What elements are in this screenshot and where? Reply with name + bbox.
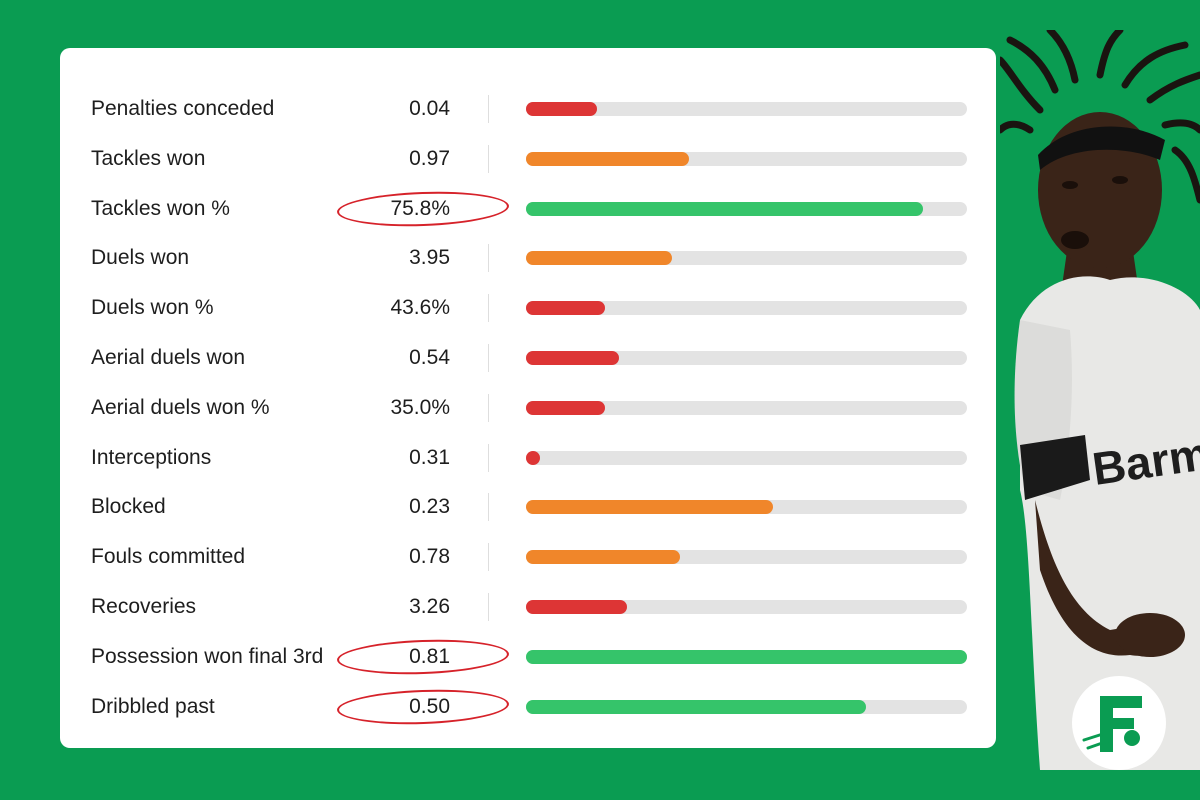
stat-row: Tackles won % 75.8% <box>60 184 996 234</box>
stat-row: Tackles won 0.97 <box>60 134 996 184</box>
brand-f-logo-icon <box>1072 676 1166 770</box>
metric-label: Fouls committed <box>91 545 246 569</box>
metric-value: 75.8% <box>390 196 450 220</box>
percentile-bar <box>526 699 866 714</box>
row-divider <box>488 493 489 522</box>
metric-label: Duels won % <box>91 296 214 320</box>
row-divider <box>488 443 489 472</box>
highlight-circle <box>336 636 510 677</box>
percentile-track <box>526 400 967 415</box>
percentile-track <box>526 699 967 714</box>
stat-row: Blocked 0.23 <box>60 482 996 532</box>
percentile-track <box>526 251 967 266</box>
stat-row: Recoveries 3.26 <box>60 582 996 632</box>
percentile-bar <box>526 201 923 216</box>
stat-row: Possession won final 3rd 0.81 <box>60 632 996 682</box>
percentile-bar <box>526 500 773 515</box>
metric-label: Penalties conceded <box>91 97 275 120</box>
metric-value: 3.26 <box>409 595 450 618</box>
percentile-bar <box>526 351 619 365</box>
percentile-bar <box>526 600 628 614</box>
metric-value: 35.0% <box>390 395 450 419</box>
row-divider <box>488 144 489 173</box>
metric-label: Duels won <box>91 246 190 270</box>
metric-value: 3.95 <box>409 246 450 270</box>
percentile-track <box>526 649 967 664</box>
metric-value: 0.81 <box>409 644 450 668</box>
percentile-track <box>526 500 967 515</box>
metric-value: 0.50 <box>409 694 450 718</box>
stat-row: Duels won 3.95 <box>60 233 996 283</box>
percentile-bar <box>526 400 606 415</box>
metric-label: Recoveries <box>91 595 197 618</box>
metric-label: Interceptions <box>91 445 212 469</box>
percentile-bar <box>526 301 606 316</box>
metric-value: 0.23 <box>409 495 450 519</box>
stats-card: Penalties conceded 0.04 Tackles won 0.97 Tac… <box>60 48 996 748</box>
metric-value: 0.31 <box>409 445 450 469</box>
percentile-bar <box>526 649 967 664</box>
row-divider <box>488 344 489 372</box>
percentile-track <box>526 550 967 565</box>
percentile-track <box>526 102 967 116</box>
metric-value: 0.97 <box>409 146 450 170</box>
metric-label: Dribbled past <box>91 694 215 718</box>
stat-row: Interceptions 0.31 <box>60 433 996 483</box>
percentile-bar <box>526 102 597 116</box>
row-divider <box>488 543 489 572</box>
highlight-circle <box>336 188 510 229</box>
stat-row: Duels won % 43.6% <box>60 283 996 333</box>
percentile-track <box>526 301 967 316</box>
row-divider <box>488 244 489 273</box>
percentile-bar <box>526 550 681 565</box>
metric-value: 0.04 <box>409 97 450 120</box>
percentile-track <box>526 351 967 365</box>
stat-row: Dribbled past 0.50 <box>60 682 996 732</box>
hair-dreadlocks <box>1000 30 1200 204</box>
row-divider <box>488 95 489 123</box>
row-divider <box>488 593 489 621</box>
percentile-bar <box>526 251 672 266</box>
highlight-circle <box>336 686 510 727</box>
stat-row: Aerial duels won 0.54 <box>60 333 996 383</box>
stat-row: Penalties conceded 0.04 <box>60 84 996 134</box>
percentile-bar <box>526 151 690 166</box>
metric-label: Blocked <box>91 495 166 519</box>
metric-value: 0.54 <box>409 346 450 369</box>
player-photo: Barm <box>1000 30 1200 770</box>
percentile-track <box>526 151 967 166</box>
metric-value: 0.78 <box>409 545 450 569</box>
percentile-track <box>526 450 967 465</box>
stat-row: Fouls committed 0.78 <box>60 532 996 582</box>
metric-label: Aerial duels won <box>91 346 246 369</box>
metric-label: Tackles won % <box>91 196 230 220</box>
row-divider <box>488 294 489 323</box>
metric-label: Possession won final 3rd <box>91 644 324 668</box>
percentile-track <box>526 201 967 216</box>
metric-value: 43.6% <box>390 296 450 320</box>
row-divider <box>488 393 489 422</box>
percentile-track <box>526 600 967 614</box>
metric-label: Tackles won <box>91 146 206 170</box>
stat-row: Aerial duels won % 35.0% <box>60 383 996 433</box>
percentile-bar <box>526 450 540 465</box>
metric-label: Aerial duels won % <box>91 395 270 419</box>
